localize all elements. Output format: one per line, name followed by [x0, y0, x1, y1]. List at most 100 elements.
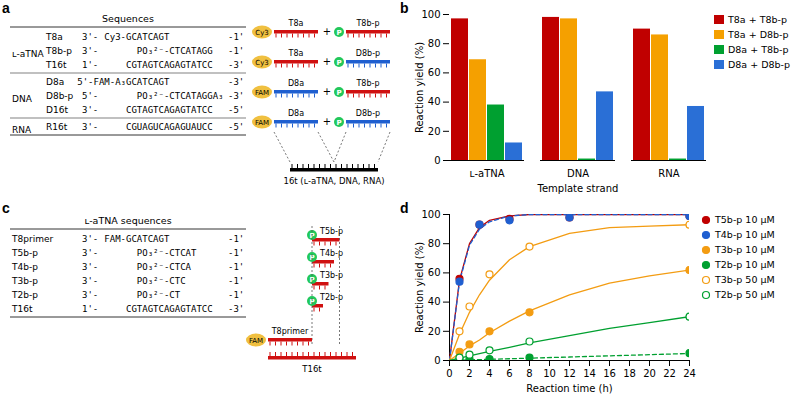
- svg-text:60: 60: [428, 267, 441, 278]
- svg-text:T8a: T8a: [45, 32, 63, 42]
- svg-text:ʟ-aTNA sequences: ʟ-aTNA sequences: [84, 215, 171, 226]
- svg-text:CT: CT: [169, 290, 180, 300]
- svg-text:ʟ-aTNA: ʟ-aTNA: [469, 168, 504, 179]
- svg-text:ʟ-aTNA: ʟ-aTNA: [12, 49, 45, 59]
- svg-text:-5': -5': [228, 105, 244, 115]
- svg-text:0: 0: [446, 368, 452, 379]
- svg-text:CTC: CTC: [169, 276, 185, 286]
- svg-text:D8a: D8a: [288, 79, 304, 88]
- svg-text:R16t: R16t: [46, 122, 68, 132]
- svg-text:22: 22: [663, 368, 676, 379]
- svg-text:16: 16: [603, 368, 616, 379]
- svg-text:DNA: DNA: [567, 168, 589, 179]
- svg-text:6: 6: [506, 368, 512, 379]
- svg-text:Template strand: Template strand: [537, 183, 619, 194]
- svg-text:-1': -1': [228, 290, 244, 300]
- svg-text:3'-: 3'-: [82, 262, 98, 272]
- svg-text:Cy3: Cy3: [255, 29, 268, 37]
- svg-text:RNA: RNA: [12, 125, 32, 135]
- svg-text:CGTAGTCAGAGTATCC: CGTAGTCAGAGTATCC: [126, 105, 213, 115]
- svg-text:T8b-p: T8b-p: [355, 79, 379, 88]
- svg-text:40: 40: [428, 296, 441, 307]
- svg-text:0: 0: [434, 155, 440, 166]
- svg-text:14: 14: [583, 368, 596, 379]
- svg-text:3'-: 3'-: [82, 32, 98, 42]
- svg-text:3'-: 3'-: [82, 276, 98, 286]
- svg-text:CTCA: CTCA: [169, 262, 191, 272]
- svg-text:100: 100: [421, 209, 440, 220]
- svg-text:D16t: D16t: [46, 105, 68, 115]
- svg-text:Reaction yield (%): Reaction yield (%): [414, 242, 425, 333]
- svg-text:60: 60: [428, 67, 441, 78]
- svg-text:D8a: D8a: [46, 77, 64, 87]
- svg-text:CGUAGUCAGAGUAUCC: CGUAGUCAGAGUAUCC: [126, 122, 213, 132]
- svg-text:3'-: 3'-: [82, 122, 98, 132]
- svg-text:PO₃²⁻-: PO₃²⁻-: [137, 46, 170, 56]
- svg-text:0: 0: [434, 355, 440, 366]
- svg-text:CGTAGTCAGAGTATCC: CGTAGTCAGAGTATCC: [126, 304, 213, 314]
- svg-text:-1': -1': [228, 276, 244, 286]
- svg-text:-1': -1': [228, 46, 244, 56]
- svg-text:T5b-p: T5b-p: [11, 248, 38, 258]
- svg-text:-5': -5': [228, 122, 244, 132]
- svg-text:Sequences: Sequences: [102, 13, 154, 24]
- svg-text:Cy3-: Cy3-: [104, 32, 126, 42]
- svg-text:GCATCAGT: GCATCAGT: [126, 32, 170, 42]
- svg-text:T16t: T16t: [11, 304, 33, 314]
- svg-text:+: +: [323, 56, 331, 67]
- svg-text:5'-: 5'-: [82, 91, 98, 101]
- svg-text:P: P: [336, 119, 341, 127]
- svg-text:P: P: [336, 89, 341, 97]
- svg-text:CTCATAGG: CTCATAGG: [169, 46, 212, 56]
- svg-text:PO₃²⁻-: PO₃²⁻-: [137, 290, 170, 300]
- svg-text:24: 24: [683, 368, 696, 379]
- svg-text:D8b-p: D8b-p: [46, 91, 74, 101]
- svg-text:80: 80: [428, 38, 441, 49]
- svg-text:P: P: [336, 29, 341, 37]
- svg-text:A₃GCATCAGT: A₃GCATCAGT: [115, 77, 170, 87]
- svg-text:3'-: 3'-: [82, 234, 98, 244]
- svg-text:GCATCAGT: GCATCAGT: [126, 234, 170, 244]
- svg-text:Cy3: Cy3: [255, 59, 268, 67]
- svg-text:-3': -3': [228, 91, 244, 101]
- svg-text:-3': -3': [228, 77, 244, 87]
- svg-text:T8b-p: T8b-p: [355, 19, 379, 28]
- svg-text:CTCAT: CTCAT: [169, 248, 197, 258]
- svg-text:T4b-p: T4b-p: [11, 262, 38, 272]
- svg-text:PO₃²⁻-: PO₃²⁻-: [137, 276, 170, 286]
- svg-text:PO₃²⁻-: PO₃²⁻-: [137, 262, 170, 272]
- svg-text:100: 100: [421, 9, 440, 20]
- svg-text:T3b-p: T3b-p: [11, 276, 38, 286]
- svg-text:CGTAGTCAGAGTATCC: CGTAGTCAGAGTATCC: [126, 60, 213, 70]
- svg-text:T8primer: T8primer: [11, 234, 53, 244]
- svg-text:Reaction yield (%): Reaction yield (%): [414, 42, 425, 133]
- svg-text:20: 20: [428, 326, 441, 337]
- svg-text:P: P: [336, 59, 341, 67]
- svg-text:80: 80: [428, 238, 441, 249]
- svg-text:T8b-p: T8b-p: [45, 46, 72, 56]
- svg-text:20: 20: [428, 126, 441, 137]
- svg-text:FAM: FAM: [255, 89, 269, 97]
- svg-text:D8b-p: D8b-p: [356, 109, 380, 118]
- svg-text:Reaction time (h): Reaction time (h): [526, 383, 613, 394]
- svg-text:3'-: 3'-: [82, 105, 98, 115]
- svg-text:PO₃²⁻-: PO₃²⁻-: [137, 248, 170, 258]
- svg-text:12: 12: [563, 368, 576, 379]
- svg-text:18: 18: [623, 368, 636, 379]
- svg-text:+: +: [323, 86, 331, 97]
- svg-text:3'-: 3'-: [82, 248, 98, 258]
- svg-text:+: +: [323, 26, 331, 37]
- svg-text:-3': -3': [228, 304, 244, 314]
- svg-text:4: 4: [486, 368, 492, 379]
- svg-text:T16t: T16t: [301, 364, 322, 374]
- svg-text:T8a: T8a: [288, 19, 304, 28]
- svg-text:T8primer: T8primer: [271, 327, 309, 336]
- svg-text:1'-: 1'-: [82, 304, 98, 314]
- svg-text:1'-: 1'-: [82, 60, 98, 70]
- svg-text:-3': -3': [228, 60, 244, 70]
- svg-text:20: 20: [643, 368, 656, 379]
- svg-text:-1': -1': [228, 262, 244, 272]
- svg-text:CTCATAGGA₃: CTCATAGGA₃: [169, 91, 223, 101]
- svg-text:40: 40: [428, 96, 441, 107]
- svg-text:8: 8: [526, 368, 532, 379]
